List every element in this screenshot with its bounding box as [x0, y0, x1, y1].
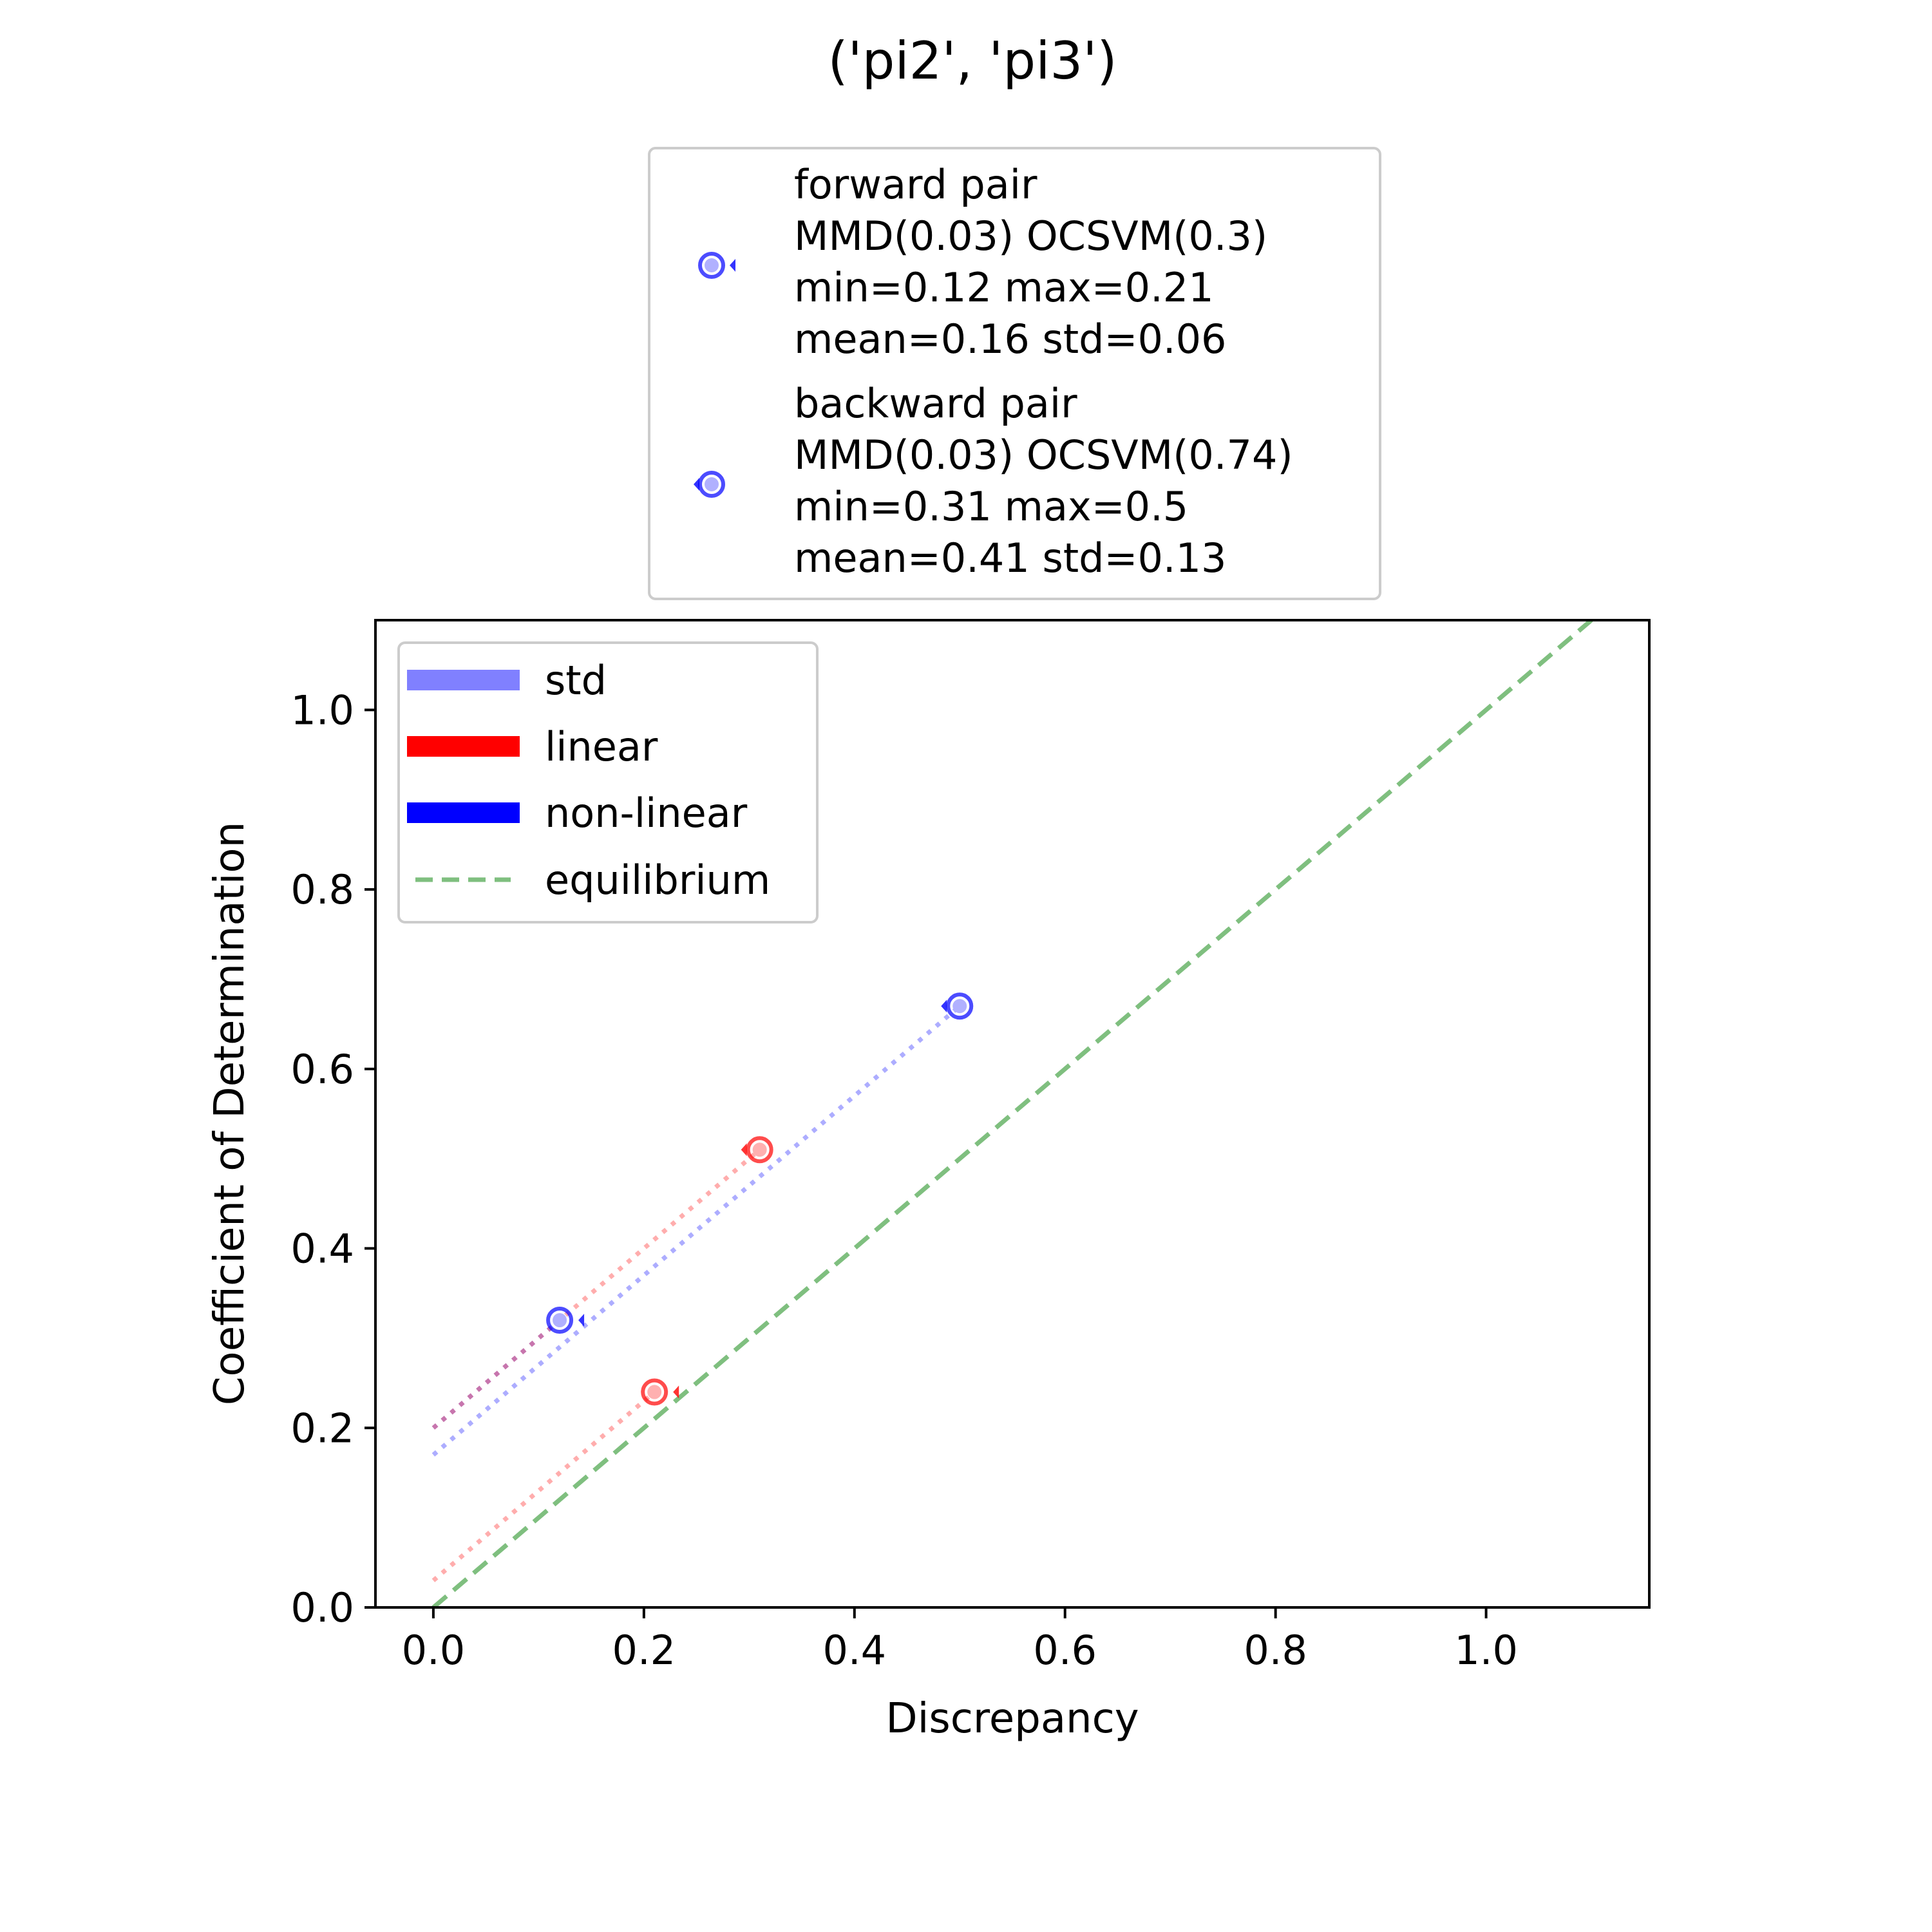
pair-legend-backward-marker — [694, 471, 725, 498]
plot-frame — [374, 619, 1651, 1609]
legend-nonlinear-swatch — [407, 802, 520, 823]
pair-legend-backward-line-4: mean=0.41 std=0.13 — [794, 535, 1227, 582]
pair-legend-forward-line-4: mean=0.16 std=0.06 — [794, 316, 1227, 363]
point-arrow — [941, 999, 947, 1013]
point-center — [952, 999, 967, 1014]
y-tick-label: 1.0 — [290, 687, 354, 734]
backward-non-linear-point — [941, 992, 974, 1020]
point-center — [553, 1313, 567, 1328]
y-tick-label: 0.2 — [290, 1405, 354, 1452]
legend-linear-swatch — [407, 736, 520, 757]
pair-legend-backward-line-3: min=0.31 max=0.5 — [794, 483, 1188, 530]
y-tick-label: 0.6 — [290, 1046, 354, 1093]
point-ring — [641, 1378, 668, 1406]
point-arrow — [741, 1143, 747, 1157]
point-ring — [546, 1307, 574, 1334]
backward-linear-point — [741, 1136, 773, 1164]
legend-nonlinear-label: non-linear — [545, 790, 748, 837]
y-tick-label: 0.0 — [290, 1584, 354, 1631]
axis-ticks: 0.0 0.2 0.4 0.6 0.8 1.0 0.0 0.2 0.4 0.6 0.8 1.0 — [290, 687, 1518, 1674]
point-arrow — [578, 1314, 585, 1327]
legend-linear-label: linear — [545, 723, 658, 770]
pair-legend-forward-line-2: MMD(0.03) OCSVM(0.3) — [794, 213, 1267, 260]
chart-title: ('pi2', 'pi3') — [828, 31, 1117, 91]
x-tick-label: 0.4 — [822, 1627, 886, 1674]
pair-legend-backward-line-1: backward pair — [794, 380, 1077, 427]
x-tick-label: 0.2 — [612, 1627, 676, 1674]
y-tick-label: 0.8 — [290, 866, 354, 913]
pair-legend: forward pair MMD(0.03) OCSVM(0.3) min=0.… — [648, 147, 1381, 600]
pair-legend-forward-marker — [698, 252, 735, 279]
x-tick-label: 0.8 — [1244, 1627, 1307, 1674]
pair-legend-forward-line-3: min=0.12 max=0.21 — [794, 264, 1214, 311]
plot-marks — [431, 620, 1593, 1607]
y-tick-label: 0.4 — [290, 1226, 354, 1273]
backward-linear-fit-line — [431, 1148, 761, 1430]
point-ring — [946, 992, 974, 1020]
x-axis-label: Discrepancy — [886, 1695, 1139, 1743]
legend-std-swatch — [407, 670, 520, 690]
y-axis-label: Coefficient of Determination — [206, 822, 254, 1405]
equilibrium-line — [431, 620, 1593, 1607]
point-ring — [746, 1136, 773, 1164]
style-legend: std linear non-linear equilibrium — [397, 641, 819, 923]
point-arrow — [673, 1385, 679, 1399]
x-tick-label: 1.0 — [1454, 1627, 1518, 1674]
forward-linear-fit-line — [431, 1390, 656, 1582]
forward-non-linear-point — [546, 1307, 585, 1334]
forward-linear-point — [641, 1378, 679, 1406]
forward-non-linear-fit-line — [431, 1318, 562, 1430]
x-tick-label: 0.6 — [1033, 1627, 1097, 1674]
point-center — [647, 1385, 662, 1399]
pair-legend-backward-line-2: MMD(0.03) OCSVM(0.74) — [794, 431, 1293, 478]
legend-std-label: std — [545, 657, 607, 704]
legend-equilibrium-label: equilibrium — [545, 857, 770, 904]
pair-legend-forward-line-1: forward pair — [794, 161, 1037, 208]
point-center — [752, 1142, 767, 1157]
style-legend-frame — [397, 641, 819, 923]
pair-legend-frame — [648, 147, 1381, 600]
x-tick-label: 0.0 — [402, 1627, 466, 1674]
